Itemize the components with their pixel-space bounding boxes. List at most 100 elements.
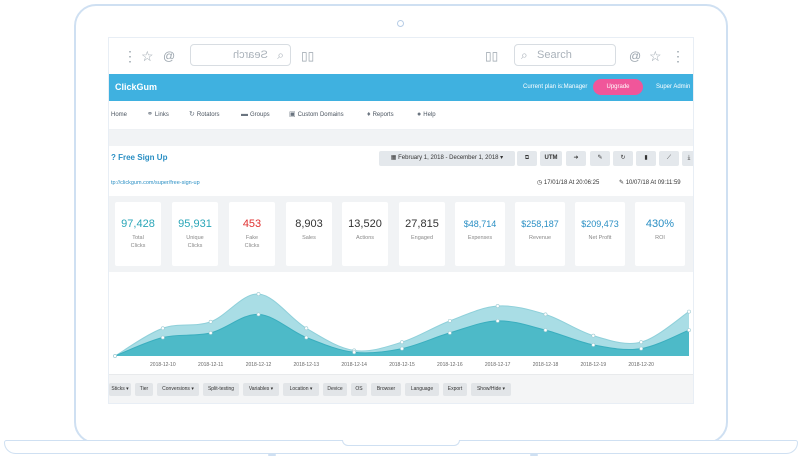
stat-card-sales: 8,903 Sales xyxy=(286,202,332,266)
laptop-foot xyxy=(530,454,538,456)
copy-button[interactable]: ⧉ xyxy=(517,151,537,166)
data-point[interactable] xyxy=(304,335,309,340)
search-input-mirrored[interactable]: Search ⌕ xyxy=(190,44,291,66)
data-point[interactable] xyxy=(687,328,691,333)
stat-label: Unique Clicks xyxy=(186,235,204,249)
data-point[interactable] xyxy=(304,326,309,331)
plan-text: Current plan is:Manager xyxy=(523,84,588,90)
download-button[interactable]: ⤓ xyxy=(682,151,693,166)
tracking-url[interactable]: tp://clickgum.com/super/free-sign-up xyxy=(111,180,200,186)
stat-card-expenses: $48,714 Expenses xyxy=(455,202,505,266)
reader-icon[interactable]: ▯▯ xyxy=(485,49,499,63)
nav-links[interactable]: ⚭ Links xyxy=(147,111,169,118)
clock-icon: ◷ xyxy=(537,180,543,186)
pencil-icon: ✎ xyxy=(597,155,603,161)
data-point[interactable] xyxy=(639,346,644,351)
search-icon: ⌕ xyxy=(521,48,528,62)
stats-row: 97,428 Total Clicks 95,931 Unique Clicks 4… xyxy=(109,196,693,272)
stat-value: 8,903 xyxy=(295,218,323,230)
link-icon: ⚭ xyxy=(147,111,153,118)
data-point[interactable] xyxy=(400,346,404,351)
reader-icon[interactable]: ▯▯ xyxy=(301,49,315,63)
nav-home[interactable]: Home xyxy=(111,112,128,118)
data-point[interactable] xyxy=(447,318,452,323)
x-tick-label: 2018-12-17 xyxy=(485,362,511,368)
clicks-area-chart: 2018-12-10 2018-12-11 2018-12-12 2018-12-13… xyxy=(113,292,691,368)
data-point[interactable] xyxy=(352,350,357,355)
stat-label: Total Clicks xyxy=(130,235,146,249)
kebab-icon[interactable]: ⋮ xyxy=(671,48,685,64)
stat-card-roi: 430% ROI xyxy=(635,202,685,266)
data-point[interactable] xyxy=(208,330,213,335)
delete-button[interactable]: ▮ xyxy=(636,151,656,166)
copy-icon: ⧉ xyxy=(524,155,530,161)
stat-value: $258,187 xyxy=(521,219,559,229)
report-tab-browser[interactable]: Browser xyxy=(371,383,401,396)
data-point[interactable] xyxy=(256,312,261,317)
laptop-foot xyxy=(268,454,276,456)
brand-logo[interactable]: ClickGum xyxy=(115,82,158,92)
data-point[interactable] xyxy=(447,330,452,335)
data-point[interactable] xyxy=(256,292,261,296)
utm-button[interactable]: UTM xyxy=(540,151,562,166)
data-point[interactable] xyxy=(113,354,117,358)
upgrade-button[interactable]: Upgrade xyxy=(593,79,643,95)
search-input[interactable]: ⌕ Search xyxy=(514,44,616,66)
stat-card-revenue: $258,187 Revenue xyxy=(515,202,565,266)
chart-button[interactable]: ⟋ xyxy=(659,151,679,166)
help-icon: ● xyxy=(417,111,422,118)
data-point[interactable] xyxy=(400,340,404,345)
report-tab-location[interactable]: Location ▾ xyxy=(283,383,319,396)
screen: ⋮ ☆ @ Search ⌕ ▯▯ ▯▯ ⌕ Search @ ☆ ⋮ Clic… xyxy=(109,38,693,403)
x-tick-label: 2018-12-18 xyxy=(533,362,559,368)
star-icon[interactable]: ☆ xyxy=(649,48,662,64)
redirect-button[interactable]: ➜ xyxy=(566,151,586,166)
report-tab-os[interactable]: OS xyxy=(351,383,367,396)
reset-button[interactable]: ↻ xyxy=(613,151,633,166)
report-tab-language[interactable]: Language xyxy=(405,383,439,396)
domain-icon: ▣ xyxy=(289,111,296,118)
chart-icon: ⟋ xyxy=(666,155,672,161)
data-point[interactable] xyxy=(543,312,548,317)
at-icon[interactable]: @ xyxy=(163,49,176,63)
report-tab-conversions[interactable]: Conversions ▾ xyxy=(157,383,199,396)
edit-button[interactable]: ✎ xyxy=(590,151,610,166)
nav-custom-domains[interactable]: ▣ Custom Domains xyxy=(289,111,344,118)
stat-label: Engaged xyxy=(410,235,434,241)
report-tab-show-hide[interactable]: Show/Hide ▾ xyxy=(471,383,511,396)
data-point[interactable] xyxy=(543,328,548,333)
stat-value: 13,520 xyxy=(348,218,382,230)
main-nav: Home ⚭ Links ↻ Rotators ▬ Groups ▣ Custom Do… xyxy=(109,101,693,130)
nav-reports[interactable]: ♦ Reports xyxy=(367,111,394,118)
nav-rotators[interactable]: ↻ Rotators xyxy=(189,111,220,118)
data-point[interactable] xyxy=(591,333,596,338)
data-point[interactable] xyxy=(687,309,691,314)
report-tab-export[interactable]: Export xyxy=(443,383,467,396)
data-point[interactable] xyxy=(495,304,500,308)
data-point[interactable] xyxy=(495,318,500,323)
arrow-right-icon: ➜ xyxy=(573,155,579,161)
report-tab-device[interactable]: Device xyxy=(323,383,347,396)
data-point[interactable] xyxy=(639,340,644,345)
kebab-icon[interactable]: ⋮ xyxy=(123,48,137,64)
star-icon[interactable]: ☆ xyxy=(141,48,154,64)
x-tick-label: 2018-12-20 xyxy=(628,362,654,368)
data-point[interactable] xyxy=(591,343,596,347)
stat-card-unique-clicks: 95,931 Unique Clicks xyxy=(172,202,218,266)
data-point[interactable] xyxy=(208,319,213,324)
report-tab-sticks[interactable]: Sticks ▾ xyxy=(109,383,131,396)
admin-menu[interactable]: Super Admin xyxy=(656,84,691,90)
report-tab-tier[interactable]: Tier xyxy=(135,383,153,396)
data-point[interactable] xyxy=(160,335,165,340)
data-point[interactable] xyxy=(160,326,165,331)
at-icon[interactable]: @ xyxy=(629,49,642,63)
report-tab-split-testing[interactable]: Split-testing xyxy=(203,383,239,396)
report-tab-variables[interactable]: Variables ▾ xyxy=(243,383,279,396)
stat-label: Actions xyxy=(355,235,375,241)
camera-icon xyxy=(397,20,404,27)
search-icon: ⌕ xyxy=(277,48,284,62)
x-tick-label: 2018-12-12 xyxy=(246,362,272,368)
nav-groups[interactable]: ▬ Groups xyxy=(241,111,270,118)
nav-help[interactable]: ● Help xyxy=(417,111,436,118)
date-range-button[interactable]: ▦ February 1, 2018 - December 1, 2018 ▾ xyxy=(379,151,515,166)
